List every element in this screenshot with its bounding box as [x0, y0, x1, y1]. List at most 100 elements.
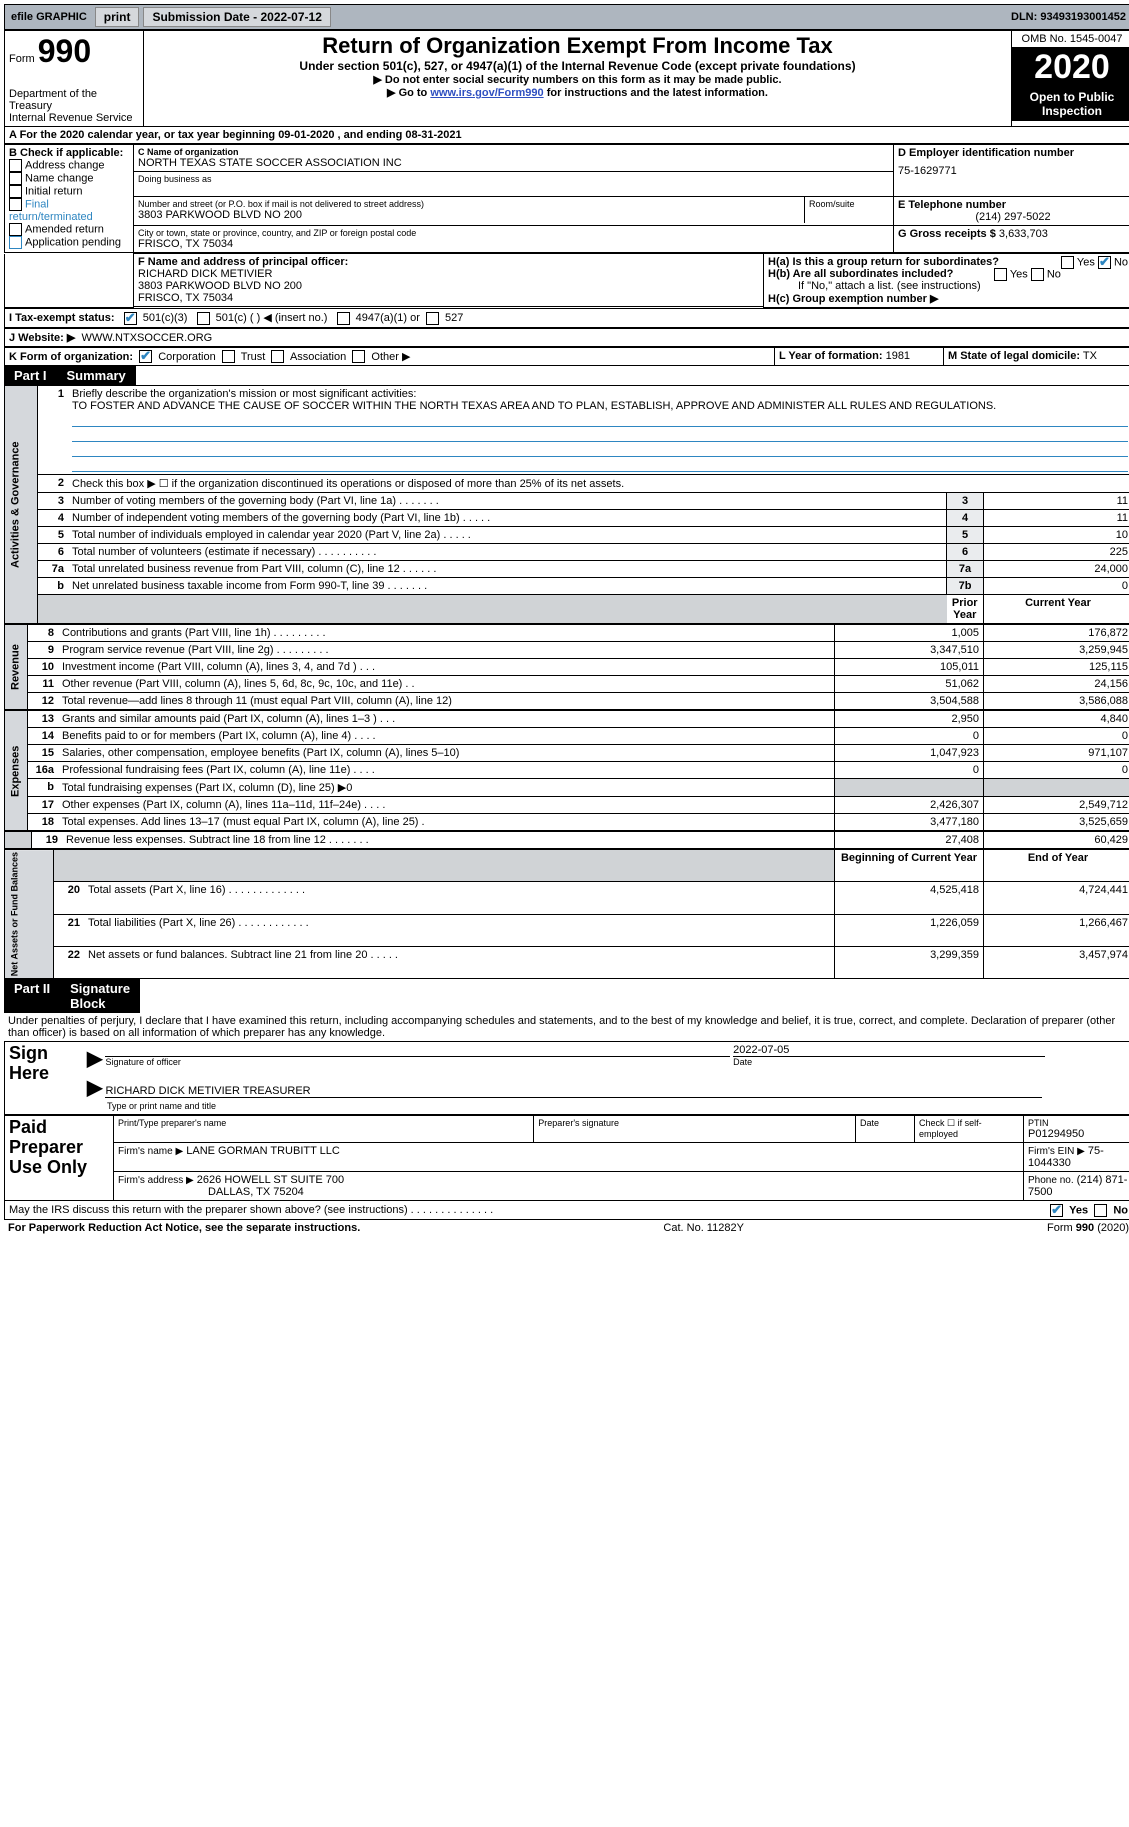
arrow-icon: ▶ — [87, 1048, 102, 1070]
i-label: I Tax-exempt status: — [9, 312, 115, 324]
hb-yes[interactable] — [994, 268, 1007, 281]
year-formation: 1981 — [886, 350, 910, 362]
hb-note: If "No," attach a list. (see instruction… — [768, 280, 1128, 292]
form-title: Return of Organization Exempt From Incom… — [148, 33, 1007, 59]
entity-block: B Check if applicable: Address change Na… — [4, 144, 1129, 253]
arrow-icon: ▶ — [87, 1077, 102, 1099]
chk-assoc[interactable] — [271, 350, 284, 363]
officer-addr: 3803 PARKWOOD BLVD NO 200 — [138, 280, 759, 292]
d-label: D Employer identification number — [898, 147, 1128, 159]
dept-label: Department of the Treasury Internal Reve… — [9, 88, 139, 124]
paid-prep-label: Paid Preparer Use Only — [9, 1118, 109, 1177]
telephone: (214) 297-5022 — [898, 211, 1128, 223]
prior-year-hdr: Prior Year — [947, 595, 984, 624]
line-a: A For the 2020 calendar year, or tax yea… — [4, 127, 1129, 144]
q2-text: Check this box ▶ ☐ if the organization d… — [68, 475, 1129, 493]
chk-address-change[interactable]: Address change — [9, 159, 129, 172]
firm-name: LANE GORMAN TRUBITT LLC — [186, 1145, 340, 1157]
form-subtitle: Under section 501(c), 527, or 4947(a)(1)… — [148, 59, 1007, 73]
sign-date: 2022-07-05 — [733, 1044, 1045, 1057]
firm-label: Firm's name ▶ — [118, 1146, 183, 1157]
g-label: G Gross receipts $ — [898, 228, 996, 240]
discuss-question: May the IRS discuss this return with the… — [9, 1204, 493, 1216]
part-2-header: Part II Signature Block — [4, 979, 1129, 1013]
chk-application-pending[interactable]: Application pending — [9, 236, 129, 249]
end-year-hdr: End of Year — [984, 850, 1129, 882]
discuss-no[interactable] — [1094, 1204, 1107, 1217]
firm-addr2: DALLAS, TX 75204 — [208, 1186, 304, 1198]
c-name-label: C Name of organization — [138, 147, 889, 157]
gov-row: 6Total number of volunteers (estimate if… — [5, 544, 1129, 561]
firm-addr1: 2626 HOWELL ST SUITE 700 — [197, 1174, 344, 1186]
chk-name-change[interactable]: Name change — [9, 172, 129, 185]
chk-501c[interactable] — [197, 312, 210, 325]
room-label: Room/suite — [805, 197, 894, 223]
side-net: Net Assets or Fund Balances — [5, 850, 54, 979]
cat-no: Cat. No. 11282Y — [360, 1222, 1047, 1234]
city-label: City or town, state or province, country… — [138, 228, 889, 238]
gross-receipts: 3,633,703 — [999, 228, 1048, 240]
gov-row: 7aTotal unrelated business revenue from … — [5, 561, 1129, 578]
page-footer: Form 990 (2020) — [1047, 1222, 1129, 1234]
hb-no[interactable] — [1031, 268, 1044, 281]
date-label: Date — [733, 1057, 1045, 1067]
side-gov: Activities & Governance — [5, 386, 38, 624]
note-2-post: for instructions and the latest informat… — [547, 87, 768, 99]
ptin-hdr: PTIN — [1028, 1118, 1128, 1128]
open-public-label: Open to Public Inspection — [1012, 87, 1129, 121]
website: WWW.NTXSOCCER.ORG — [81, 332, 212, 344]
hb-label: H(b) Are all subordinates included? — [768, 268, 953, 280]
gov-row: 5Total number of individuals employed in… — [5, 527, 1129, 544]
chk-trust[interactable] — [222, 350, 235, 363]
discuss-yes[interactable] — [1050, 1204, 1063, 1217]
prep-date-hdr: Date — [856, 1116, 915, 1143]
firm-addr-label: Firm's address ▶ — [118, 1175, 194, 1186]
note-2-pre: ▶ Go to — [387, 87, 430, 99]
ha-yes[interactable] — [1061, 256, 1074, 269]
prep-sig-hdr: Preparer's signature — [534, 1116, 856, 1143]
note-1: ▶ Do not enter social security numbers o… — [148, 73, 1007, 86]
chk-other[interactable] — [352, 350, 365, 363]
gov-row: bNet unrelated business taxable income f… — [5, 578, 1129, 595]
ha-label: H(a) Is this a group return for subordin… — [768, 256, 999, 268]
declaration: Under penalties of perjury, I declare th… — [4, 1013, 1129, 1041]
efile-tag: efile GRAPHIC — [7, 11, 91, 23]
form-prefix: Form — [9, 53, 35, 65]
chk-4947[interactable] — [337, 312, 350, 325]
sig-label: Signature of officer — [105, 1056, 730, 1067]
street-address: 3803 PARKWOOD BLVD NO 200 — [138, 209, 800, 221]
pra-notice: For Paperwork Reduction Act Notice, see … — [8, 1222, 360, 1234]
chk-final-return[interactable]: Final return/terminated — [9, 198, 129, 223]
gov-row: 3Number of voting members of the governi… — [5, 493, 1129, 510]
state-domicile: TX — [1083, 350, 1097, 362]
chk-amended[interactable]: Amended return — [9, 223, 129, 236]
form-link[interactable]: www.irs.gov/Form990 — [430, 87, 543, 99]
tax-year: 2020 — [1012, 48, 1129, 87]
side-rev: Revenue — [5, 625, 28, 710]
top-bar: efile GRAPHIC print Submission Date - 20… — [4, 4, 1129, 30]
chk-corp[interactable] — [139, 350, 152, 363]
print-button[interactable]: print — [95, 7, 140, 27]
city-state-zip: FRISCO, TX 75034 — [138, 238, 889, 250]
chk-501c3[interactable] — [124, 312, 137, 325]
prep-name-hdr: Print/Type preparer's name — [114, 1116, 534, 1143]
l-label: L Year of formation: — [779, 350, 883, 362]
ha-no[interactable] — [1098, 256, 1111, 269]
self-emp-hdr: Check ☐ if self-employed — [915, 1116, 1024, 1143]
dln-label: DLN: 93493193001452 — [1007, 11, 1129, 23]
mission-text: TO FOSTER AND ADVANCE THE CAUSE OF SOCCE… — [72, 400, 996, 412]
chk-initial-return[interactable]: Initial return — [9, 185, 129, 198]
gov-row: 4Number of independent voting members of… — [5, 510, 1129, 527]
sign-here-label: Sign Here — [9, 1044, 79, 1084]
part-1-body: Activities & Governance 1 Briefly descri… — [4, 385, 1129, 624]
addr-label: Number and street (or P.O. box if mail i… — [138, 199, 800, 209]
submission-date: Submission Date - 2022-07-12 — [143, 7, 330, 27]
j-label: J Website: ▶ — [9, 332, 75, 344]
begin-year-hdr: Beginning of Current Year — [835, 850, 984, 882]
org-name: NORTH TEXAS STATE SOCCER ASSOCIATION INC — [138, 157, 889, 169]
form-header: Form 990 Department of the Treasury Inte… — [4, 30, 1129, 127]
omb-number: OMB No. 1545-0047 — [1012, 31, 1129, 48]
ptin-value: P01294950 — [1028, 1128, 1128, 1140]
f-label: F Name and address of principal officer: — [138, 256, 759, 268]
chk-527[interactable] — [426, 312, 439, 325]
